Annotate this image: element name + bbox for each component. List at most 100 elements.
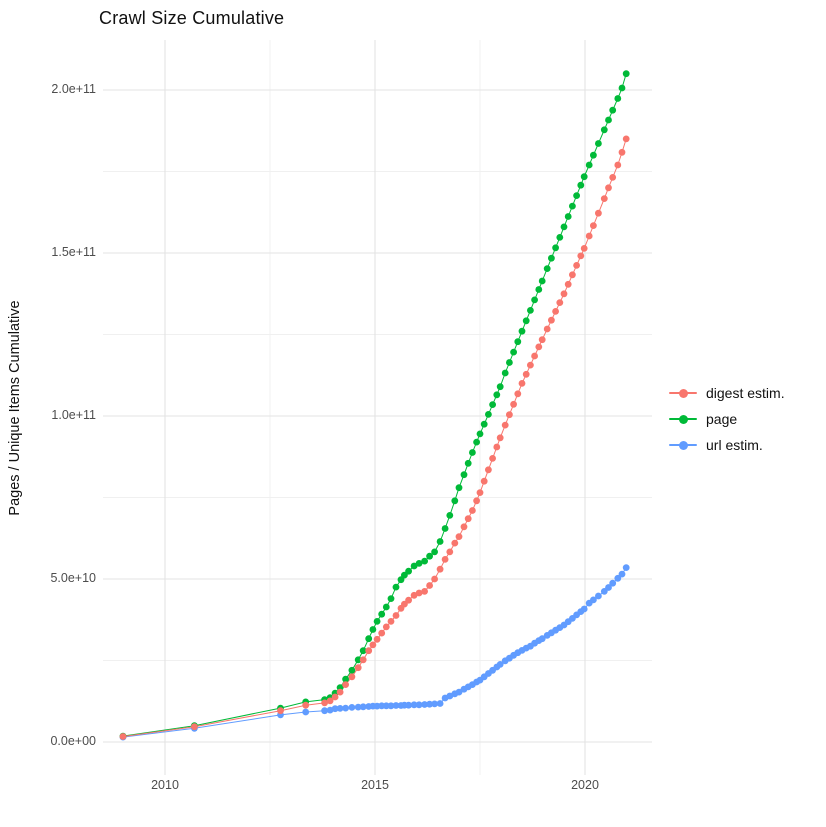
data-point bbox=[543, 325, 551, 333]
data-point bbox=[426, 552, 433, 560]
data-point bbox=[415, 560, 423, 567]
data-point bbox=[506, 359, 513, 366]
data-point bbox=[326, 697, 334, 705]
data-point bbox=[321, 699, 328, 707]
data-point bbox=[473, 497, 480, 505]
data-point bbox=[382, 623, 390, 631]
data-point bbox=[378, 629, 386, 637]
data-point bbox=[552, 308, 559, 315]
data-point bbox=[277, 707, 284, 715]
data-point bbox=[501, 369, 509, 377]
data-point bbox=[538, 336, 546, 344]
series-points-digest-estim- bbox=[119, 135, 630, 740]
data-point bbox=[609, 106, 617, 114]
data-point bbox=[569, 271, 576, 279]
data-point bbox=[585, 232, 593, 240]
data-point bbox=[580, 605, 588, 613]
data-point bbox=[531, 352, 538, 360]
data-point bbox=[191, 723, 198, 731]
data-point bbox=[321, 707, 328, 715]
data-point bbox=[535, 343, 543, 351]
data-point bbox=[302, 701, 310, 709]
y-tick-label: 2.0e+11 bbox=[51, 82, 96, 96]
data-point bbox=[455, 484, 463, 492]
data-point bbox=[489, 455, 496, 462]
data-point bbox=[451, 497, 459, 505]
data-point bbox=[480, 477, 488, 485]
data-point bbox=[605, 184, 612, 192]
data-point bbox=[527, 361, 534, 369]
data-point bbox=[415, 589, 423, 597]
legend-key-digest-icon bbox=[669, 386, 697, 400]
data-point bbox=[451, 539, 459, 547]
data-point bbox=[392, 612, 400, 619]
data-point bbox=[359, 656, 367, 664]
data-point bbox=[455, 688, 463, 696]
data-point bbox=[585, 161, 593, 169]
data-point bbox=[514, 338, 522, 346]
data-point bbox=[446, 548, 454, 556]
data-point bbox=[387, 702, 395, 710]
data-point bbox=[618, 148, 626, 156]
data-point bbox=[573, 262, 580, 269]
legend-item-digest-estim: digest estim. bbox=[669, 384, 785, 402]
data-point bbox=[485, 411, 492, 418]
data-point bbox=[493, 443, 501, 451]
data-point bbox=[595, 209, 602, 217]
data-point bbox=[426, 582, 433, 589]
data-point bbox=[354, 664, 362, 672]
data-point bbox=[590, 596, 597, 604]
data-point bbox=[348, 673, 356, 681]
legend-label: url estim. bbox=[706, 437, 763, 453]
data-point bbox=[564, 213, 572, 220]
data-point bbox=[590, 151, 597, 159]
data-point bbox=[441, 525, 449, 532]
data-point bbox=[580, 245, 588, 252]
data-point bbox=[577, 181, 585, 189]
data-point bbox=[543, 265, 551, 272]
data-point bbox=[436, 565, 444, 573]
data-point bbox=[485, 466, 492, 474]
data-point bbox=[522, 317, 530, 325]
data-point bbox=[518, 327, 526, 335]
data-point bbox=[609, 579, 617, 587]
data-point bbox=[469, 449, 476, 456]
series-points-url-estim- bbox=[119, 564, 630, 741]
data-point bbox=[436, 700, 444, 707]
data-point bbox=[421, 557, 428, 565]
data-point bbox=[548, 254, 555, 262]
data-point bbox=[518, 380, 526, 387]
data-point bbox=[382, 603, 390, 611]
data-point bbox=[369, 626, 377, 633]
data-point bbox=[302, 708, 310, 716]
data-point bbox=[342, 704, 349, 712]
y-tick-label: 1.0e+11 bbox=[51, 408, 96, 422]
data-point bbox=[480, 420, 488, 428]
data-point bbox=[556, 234, 564, 241]
data-point bbox=[342, 675, 349, 683]
data-point bbox=[348, 704, 356, 711]
data-point bbox=[522, 370, 530, 378]
data-point bbox=[600, 126, 608, 134]
data-point bbox=[577, 252, 585, 260]
data-point bbox=[501, 421, 509, 429]
data-point bbox=[387, 595, 395, 602]
data-point bbox=[496, 434, 504, 442]
data-point bbox=[410, 562, 418, 570]
legend-key-page-icon bbox=[669, 412, 697, 426]
data-point bbox=[405, 701, 412, 709]
data-point bbox=[410, 701, 418, 709]
data-point bbox=[476, 430, 484, 438]
data-point bbox=[622, 564, 630, 571]
data-point bbox=[415, 701, 423, 709]
data-point bbox=[527, 307, 534, 314]
data-point bbox=[595, 140, 602, 147]
data-point bbox=[331, 705, 339, 713]
data-point bbox=[348, 666, 356, 674]
x-tick-label: 2020 bbox=[571, 778, 599, 792]
legend-item-url-estim: url estim. bbox=[669, 436, 785, 454]
data-point bbox=[436, 538, 444, 545]
data-point bbox=[595, 592, 602, 600]
data-point bbox=[354, 703, 362, 711]
